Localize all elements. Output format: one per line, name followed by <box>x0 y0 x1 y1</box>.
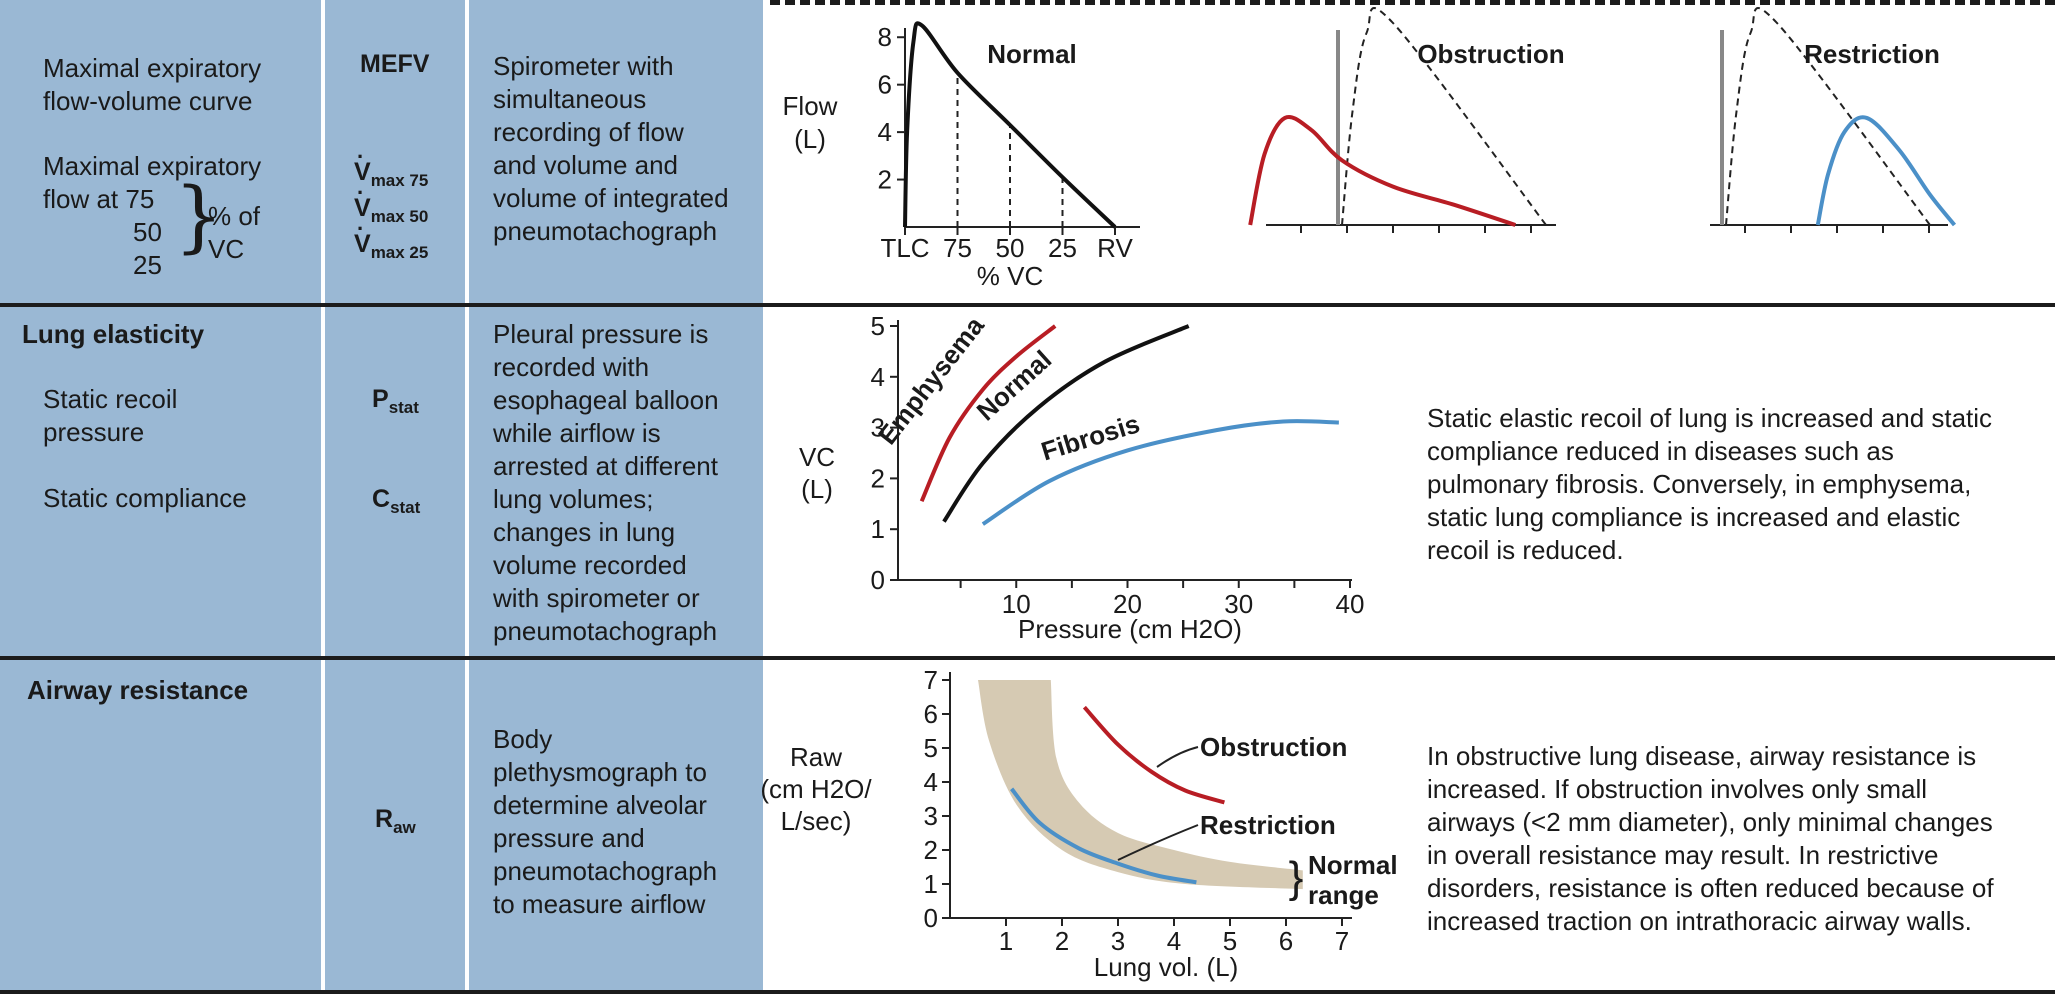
pct-25: 25 <box>133 250 162 280</box>
y-axis-label: Flow <box>783 91 838 121</box>
y-tick-label: 2 <box>871 463 885 493</box>
x-tick-label: RV <box>1097 233 1133 263</box>
x-axis-label: % VC <box>977 261 1043 291</box>
bottom-border <box>0 990 2055 994</box>
top-dashed-border <box>770 0 2055 5</box>
annotation-restriction: Restriction <box>1200 810 1336 840</box>
x-tick-label: 2 <box>1055 926 1069 956</box>
x-tick-label: 4 <box>1167 926 1181 956</box>
x-axis-label: Lung vol. (L) <box>1094 952 1239 982</box>
y-axis-label: L/sec) <box>781 806 852 836</box>
y-tick-label: 2 <box>924 835 938 865</box>
x-tick-label: 25 <box>1048 233 1077 263</box>
chart-title-obstruction: Obstruction <box>1417 39 1564 69</box>
pct-50: 50 <box>133 217 162 247</box>
obstruction-curve <box>1248 115 1517 227</box>
method-mefv: Spirometer with simultaneous recording of… <box>493 51 729 246</box>
abbr-pstat: Pstat <box>372 385 419 417</box>
y-axis-label: Raw <box>790 742 842 772</box>
y-axis-label: VC <box>799 442 835 472</box>
abbr-cstat: Cstat <box>372 485 421 517</box>
comment-resistance: In obstructive lung disease, airway resi… <box>1427 741 1994 936</box>
vc-label: VC <box>208 234 245 264</box>
restriction-leader-line <box>1117 824 1199 861</box>
abbr-vmax25: Vmax 25 <box>354 210 428 263</box>
section-header-resistance: Airway resistance <box>27 675 249 705</box>
method-resistance: Body plethysmograph to determine alveolar… <box>493 724 718 919</box>
y-tick-label: 4 <box>924 767 938 797</box>
x-tick-label: 1 <box>999 926 1013 956</box>
x-tick-label: 75 <box>943 233 972 263</box>
abbr-raw: Raw <box>375 805 416 837</box>
restriction-curve <box>1010 787 1197 885</box>
item-static-compliance: Static compliance <box>43 483 247 513</box>
y-axis-label: (L) <box>794 124 826 154</box>
obstruction-leader-line <box>1156 746 1199 768</box>
x-tick-label: 40 <box>1336 589 1365 619</box>
y-axis-label: (cm H2O/ <box>760 774 872 804</box>
y-tick-label: 5 <box>871 311 885 341</box>
obstruction-curve <box>1082 705 1225 805</box>
x-tick-label: 20 <box>1113 589 1142 619</box>
x-tick-label: 6 <box>1279 926 1293 956</box>
y-tick-label: 6 <box>924 699 938 729</box>
y-tick-label: 0 <box>871 565 885 595</box>
chart-title-restriction: Restriction <box>1804 39 1940 69</box>
band-label: Normal <box>1308 850 1398 880</box>
abbr-mefv: MEFV <box>360 50 430 78</box>
y-tick-label: 3 <box>871 413 885 443</box>
normal-curve <box>903 21 1117 229</box>
fibrosis-curve <box>981 419 1339 526</box>
band-brace: } <box>1289 853 1304 902</box>
x-tick-label: 7 <box>1335 926 1349 956</box>
y-tick-label: 4 <box>878 117 892 147</box>
y-tick-label: 8 <box>878 22 892 52</box>
test-name-mefv: Maximal expiratory flow-volume curve <box>43 53 262 116</box>
y-tick-label: 0 <box>924 903 938 933</box>
method-elasticity: Pleural pressure is recorded with esophag… <box>493 319 719 646</box>
pct-of-label: % of <box>208 201 261 231</box>
band-label: range <box>1308 880 1379 910</box>
emphysema-curve <box>919 324 1057 503</box>
x-tick-label: 30 <box>1224 589 1253 619</box>
y-tick-label: 2 <box>878 165 892 195</box>
item-static-recoil: Static recoil pressure <box>43 384 178 447</box>
blue-columns-background <box>0 0 763 994</box>
restriction-curve <box>1815 115 1957 227</box>
brace-symbol: } <box>174 172 224 262</box>
column-divider <box>321 0 325 994</box>
normal-range-band <box>978 680 1303 890</box>
x-tick-label: 3 <box>1111 926 1125 956</box>
test-name-vmax: Maximal expiratory flow at 75 <box>43 151 262 214</box>
chart-title-normal: Normal <box>987 39 1077 69</box>
curve-label-emphysema: Emphysema <box>872 310 990 450</box>
column-divider <box>465 0 469 994</box>
y-tick-label: 6 <box>878 70 892 100</box>
y-tick-label: 1 <box>871 514 885 544</box>
y-tick-label: 1 <box>924 869 938 899</box>
annotation-obstruction: Obstruction <box>1200 732 1347 762</box>
normal-curve <box>942 324 1190 523</box>
y-tick-label: 3 <box>924 801 938 831</box>
y-axis-label: (L) <box>801 474 833 504</box>
y-tick-label: 7 <box>924 665 938 695</box>
curve-label-fibrosis: Fibrosis <box>1038 408 1143 466</box>
x-tick-label: TLC <box>880 233 929 263</box>
y-tick-label: 4 <box>871 362 885 392</box>
comment-elasticity: Static elastic recoil of lung is increas… <box>1427 403 1993 565</box>
x-axis-label: Pressure (cm H2O) <box>1018 614 1242 644</box>
x-tick-label: 50 <box>996 233 1025 263</box>
section-header-elasticity: Lung elasticity <box>22 319 205 349</box>
y-tick-label: 5 <box>924 733 938 763</box>
row-divider <box>0 656 2055 660</box>
x-tick-label: 10 <box>1002 589 1031 619</box>
x-tick-label: 5 <box>1223 926 1237 956</box>
row-divider <box>0 303 2055 307</box>
